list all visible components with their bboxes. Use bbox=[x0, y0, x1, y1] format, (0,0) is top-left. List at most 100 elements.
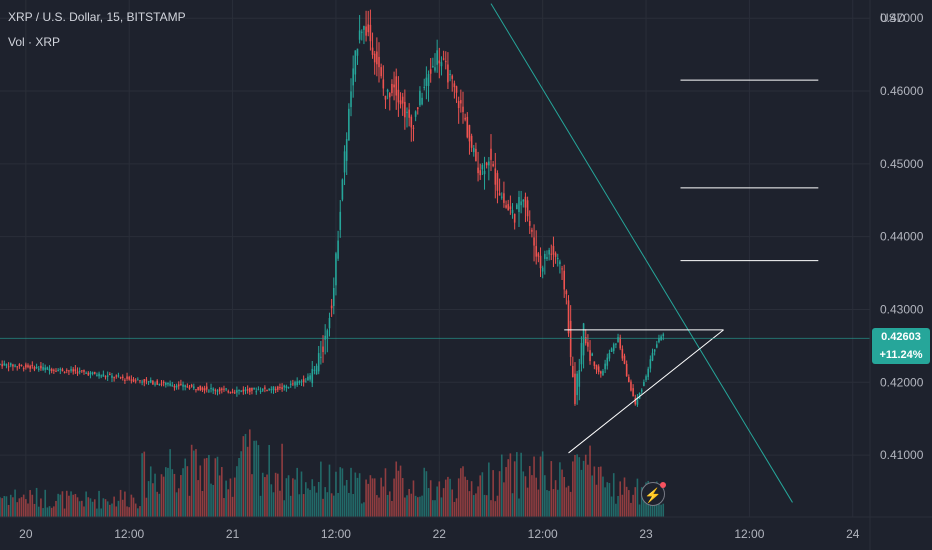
candle-body bbox=[356, 48, 359, 56]
candle-body bbox=[621, 348, 624, 359]
candle-body bbox=[339, 211, 342, 230]
candle-body bbox=[656, 344, 658, 348]
candle-body bbox=[283, 385, 286, 388]
volume-bar bbox=[425, 471, 428, 517]
candle-body bbox=[393, 84, 395, 88]
candle-body bbox=[225, 388, 227, 390]
volume-bar bbox=[595, 484, 598, 517]
candle-body bbox=[533, 237, 535, 246]
candle-body bbox=[636, 397, 639, 405]
volume-bar bbox=[367, 483, 370, 517]
candle-body bbox=[440, 62, 443, 67]
volume-bar bbox=[432, 500, 434, 517]
volume-bar bbox=[591, 475, 594, 517]
candle-body bbox=[537, 253, 540, 257]
candle-body bbox=[59, 368, 62, 370]
volume-bar bbox=[113, 496, 115, 517]
volume-bar bbox=[74, 493, 77, 517]
volume-bar bbox=[615, 503, 617, 517]
candle-body bbox=[414, 111, 417, 117]
volume-bar bbox=[33, 503, 36, 517]
volume-bar bbox=[419, 496, 421, 517]
volume-bar bbox=[96, 508, 98, 517]
candle-body bbox=[279, 387, 281, 389]
volume-bar bbox=[464, 476, 466, 517]
volume-bar bbox=[208, 455, 210, 517]
candle-body bbox=[406, 111, 408, 113]
candle-body bbox=[628, 377, 630, 383]
candle-body bbox=[89, 372, 92, 375]
volume-bar bbox=[186, 466, 189, 517]
candle-body bbox=[182, 384, 184, 387]
candle-body bbox=[216, 390, 219, 392]
lightning-icon[interactable]: ⚡ bbox=[641, 482, 665, 506]
volume-bar bbox=[167, 467, 169, 517]
volume-bar bbox=[292, 478, 294, 517]
volume-bar bbox=[466, 479, 469, 517]
candle-body bbox=[589, 350, 591, 362]
candle-body bbox=[386, 89, 389, 92]
volume-bar bbox=[332, 495, 335, 517]
volume-bar bbox=[619, 481, 621, 517]
volume-bar bbox=[87, 497, 90, 517]
volume-bar bbox=[300, 471, 303, 517]
volume-bar bbox=[128, 507, 131, 517]
volume-bar bbox=[662, 503, 665, 517]
candle-body bbox=[595, 364, 598, 370]
time-axis[interactable]: 20 12:00 21 12:00 22 12:00 23 12:00 24 bbox=[19, 527, 860, 541]
candle-body bbox=[401, 96, 404, 104]
volume-bar bbox=[356, 477, 359, 517]
candle-body bbox=[139, 380, 141, 382]
volume-bar bbox=[317, 481, 320, 517]
volume-bar bbox=[216, 456, 219, 517]
time-tick-label: 23 bbox=[639, 527, 653, 541]
volume-bar bbox=[53, 506, 55, 517]
volume-bar bbox=[5, 496, 8, 517]
volume-bar bbox=[513, 461, 516, 517]
candle-body bbox=[186, 386, 189, 388]
volume-bar bbox=[617, 495, 619, 517]
candle-body bbox=[188, 387, 191, 389]
volume-bar bbox=[386, 494, 389, 517]
candle-body bbox=[488, 161, 490, 166]
volume-bar bbox=[468, 491, 471, 517]
candle-body bbox=[472, 148, 475, 153]
candle-body bbox=[113, 377, 115, 379]
candle-body bbox=[0, 364, 1, 366]
candle-body bbox=[61, 369, 64, 372]
candle-body bbox=[208, 390, 210, 392]
volume-bar bbox=[188, 495, 191, 517]
candle-body bbox=[395, 76, 398, 96]
volume-bar bbox=[154, 473, 156, 517]
candle-body bbox=[451, 75, 454, 79]
candle-body bbox=[152, 381, 154, 385]
volume-bar bbox=[29, 490, 31, 517]
volume-bar bbox=[246, 446, 249, 517]
volume-bar bbox=[326, 492, 329, 517]
volume-bar bbox=[636, 478, 639, 517]
volume-bar bbox=[311, 479, 314, 517]
volume-bar bbox=[212, 484, 214, 517]
volume-bar bbox=[352, 493, 354, 517]
candle-body bbox=[311, 368, 314, 384]
volume-bar bbox=[266, 474, 268, 517]
candle-body bbox=[623, 355, 626, 364]
volume-bar bbox=[640, 487, 643, 517]
symbol-legend[interactable]: XRP / U.S. Dollar, 15, BITSTAMP bbox=[8, 10, 186, 24]
candle-body bbox=[169, 383, 171, 386]
candle-body bbox=[302, 379, 305, 383]
volume-bar bbox=[31, 494, 34, 517]
volume-bar bbox=[554, 480, 557, 517]
volume-bar bbox=[44, 489, 47, 517]
volume-bar bbox=[182, 468, 184, 517]
candle-body bbox=[345, 139, 348, 161]
volume-legend[interactable]: Vol · XRP bbox=[8, 35, 61, 49]
candle-body bbox=[610, 348, 613, 352]
volume-bar bbox=[574, 454, 576, 517]
drawings[interactable] bbox=[490, 3, 819, 503]
price-axis[interactable]: 0.47000 0.46000 0.45000 0.44000 0.43000 0.420… bbox=[880, 11, 924, 462]
volume-bar bbox=[345, 480, 348, 517]
volume-bar bbox=[137, 508, 139, 517]
volume-bar bbox=[524, 476, 527, 517]
